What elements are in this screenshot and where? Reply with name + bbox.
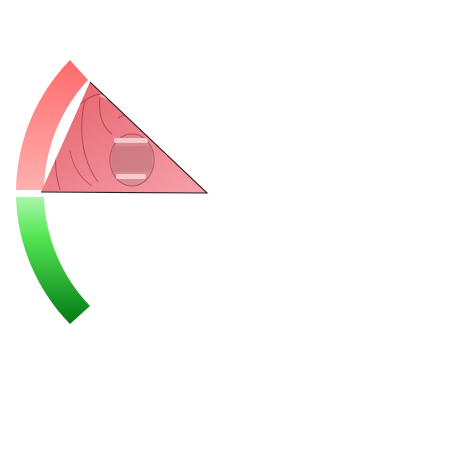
screaming-face-icon xyxy=(54,93,155,191)
lower-gauge-arc xyxy=(16,197,90,324)
upper-gauge-arc xyxy=(16,60,88,190)
gauge-pointer-wedge xyxy=(40,81,209,194)
